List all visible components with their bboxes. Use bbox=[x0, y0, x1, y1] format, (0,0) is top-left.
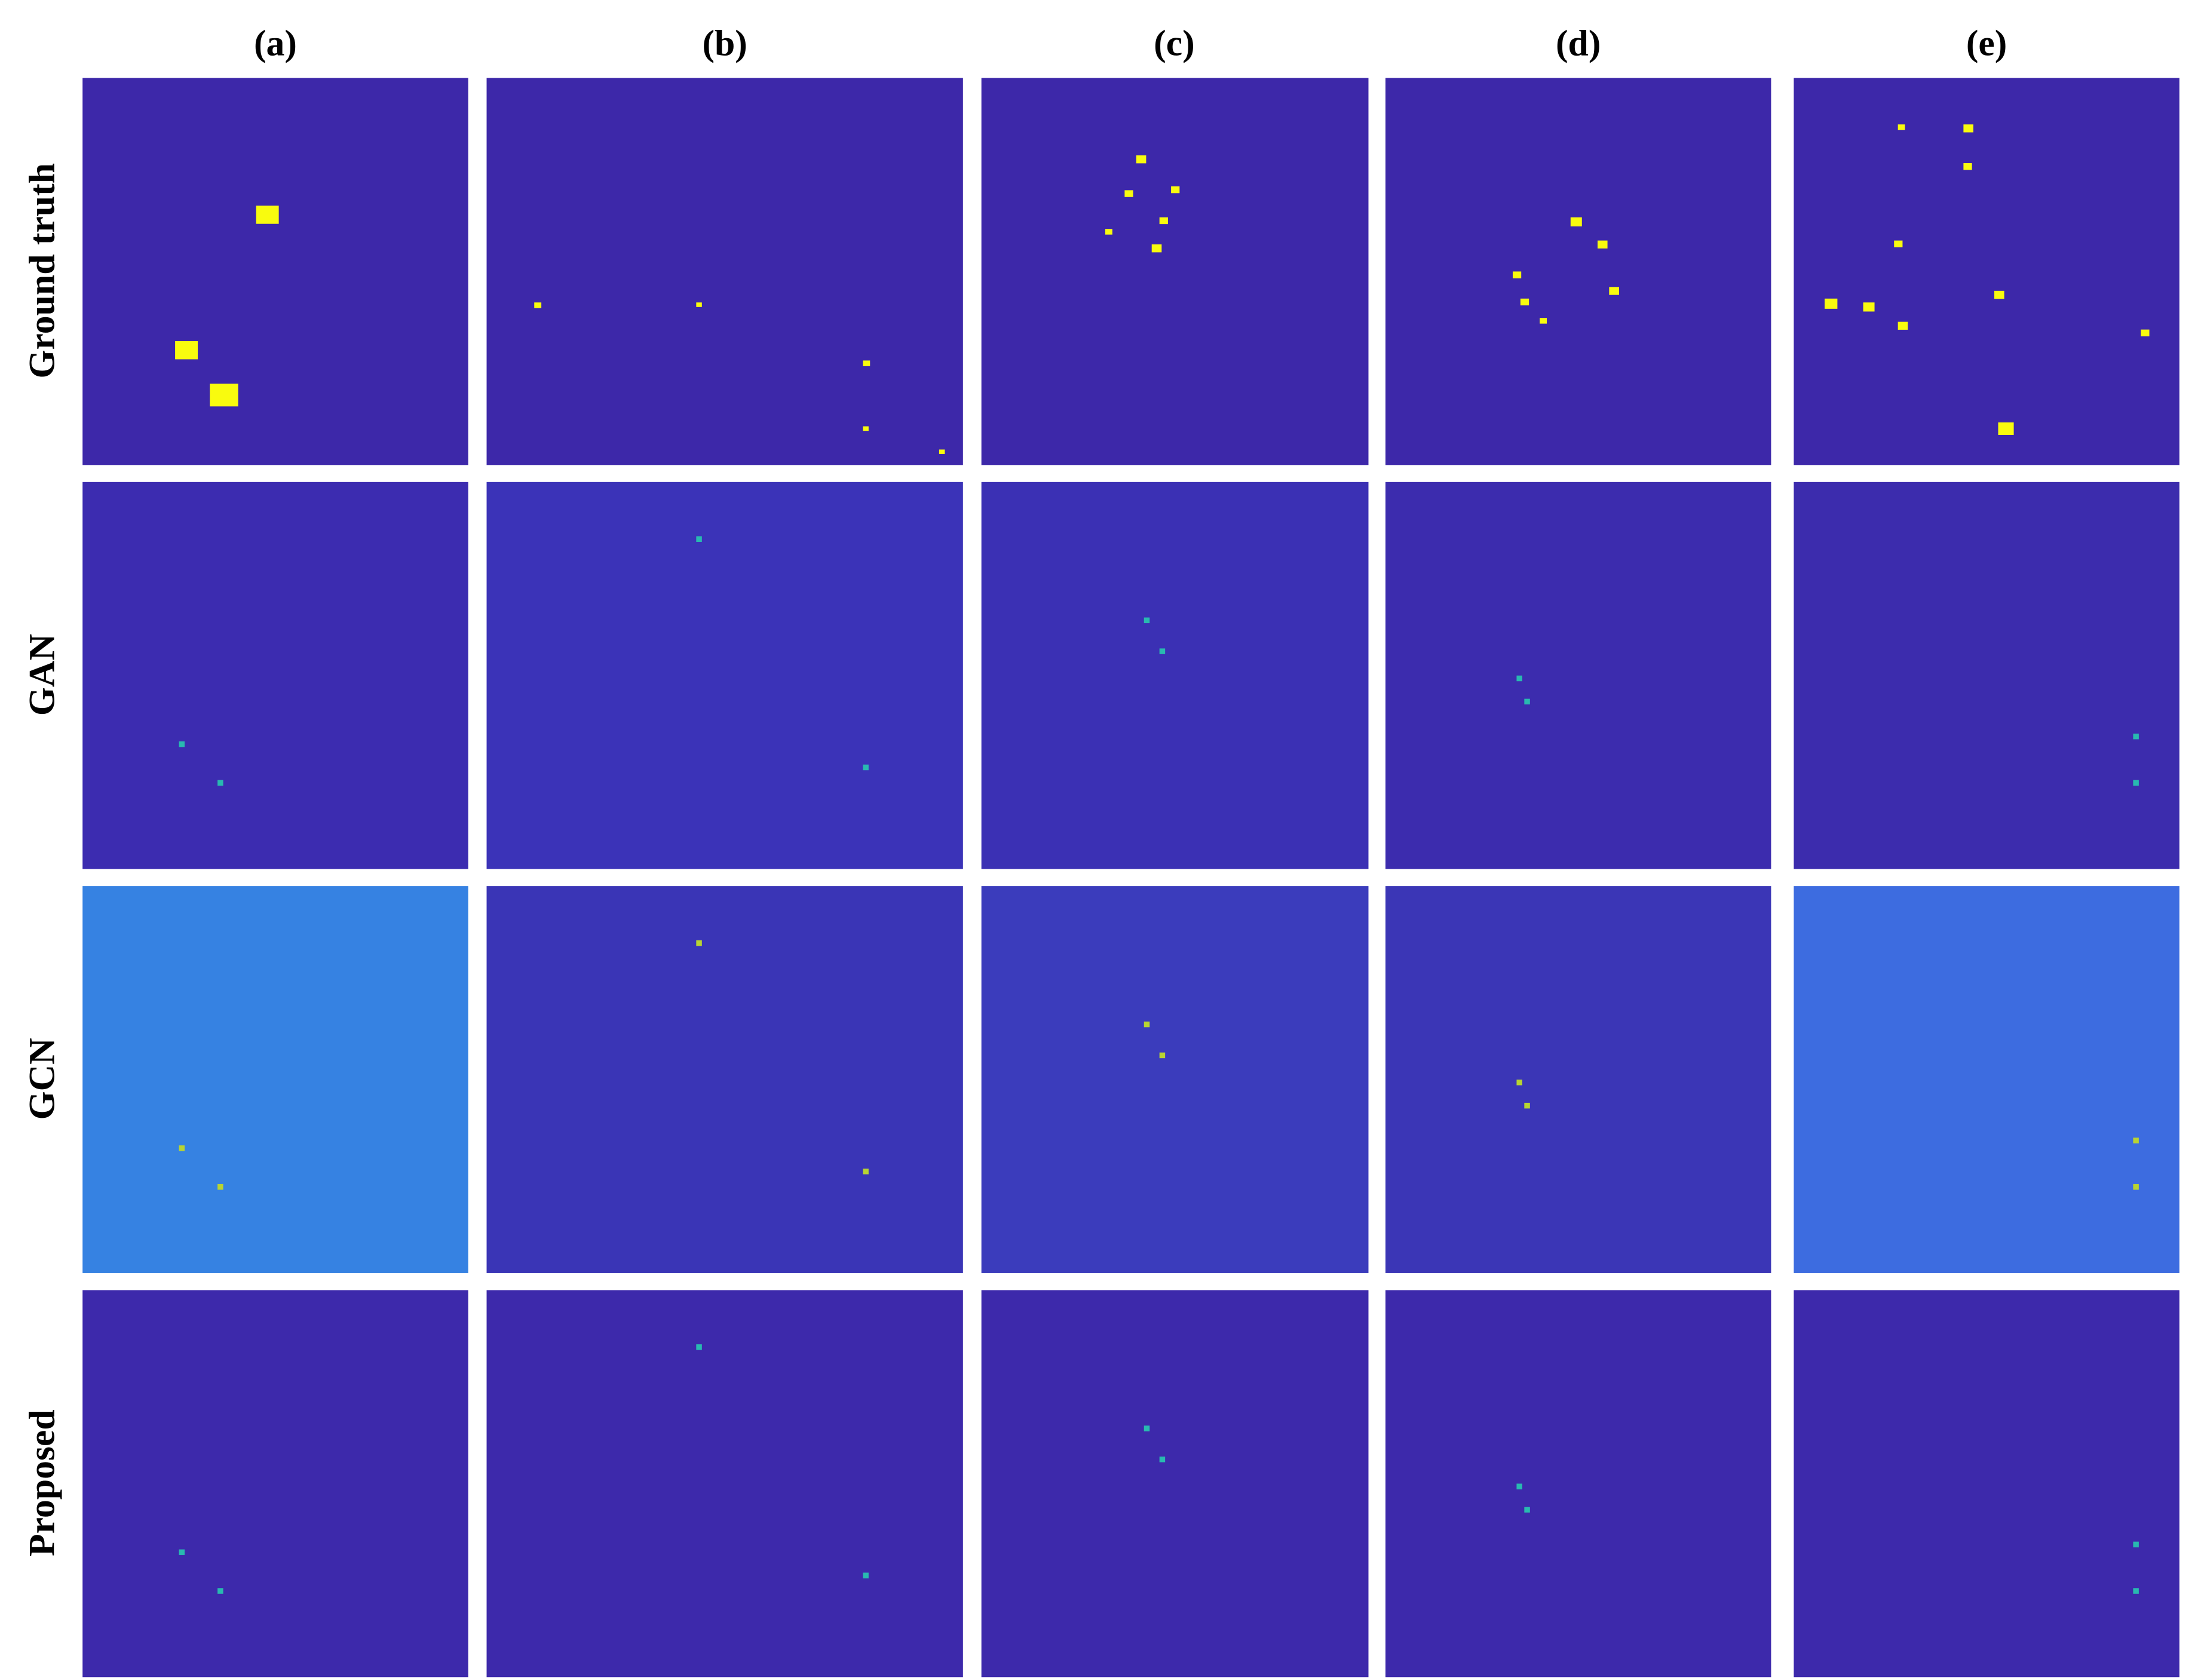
target-blob bbox=[1151, 244, 1162, 253]
result-map bbox=[981, 78, 1369, 465]
detection-spot bbox=[1516, 1080, 1522, 1086]
target-blob bbox=[1124, 190, 1133, 197]
result-map bbox=[82, 1290, 468, 1678]
result-map bbox=[486, 886, 963, 1273]
detection-spot bbox=[2133, 780, 2139, 786]
target-blob bbox=[1897, 124, 1905, 130]
detection-spot bbox=[1144, 617, 1150, 624]
target-blob bbox=[1863, 302, 1875, 312]
detection-spot bbox=[696, 536, 702, 542]
target-blob bbox=[1597, 240, 1608, 249]
detection-spot bbox=[2133, 733, 2139, 740]
detection-spot bbox=[1144, 1021, 1150, 1028]
target-blob bbox=[1105, 229, 1112, 235]
target-blob bbox=[1570, 217, 1582, 226]
detection-spot bbox=[1516, 1483, 1522, 1489]
result-map bbox=[981, 1290, 1369, 1678]
target-blob bbox=[1963, 163, 1972, 170]
target-blob bbox=[696, 302, 702, 307]
detection-spot bbox=[217, 1588, 223, 1594]
target-blob bbox=[2141, 329, 2150, 336]
target-blob bbox=[863, 360, 870, 366]
result-map bbox=[486, 482, 963, 869]
column-label: (e) bbox=[1966, 23, 2007, 63]
detection-spot bbox=[179, 741, 185, 747]
target-blob bbox=[256, 206, 279, 224]
row-label: GCN bbox=[22, 1038, 63, 1120]
detection-spot bbox=[217, 1184, 223, 1190]
detection-spot bbox=[2133, 1541, 2139, 1548]
result-map bbox=[981, 482, 1369, 869]
row-label: Ground truth bbox=[22, 163, 63, 379]
detection-spot bbox=[1159, 1456, 1166, 1463]
result-map bbox=[486, 78, 963, 465]
target-blob bbox=[1894, 240, 1903, 247]
detection-spot bbox=[2133, 1184, 2139, 1190]
target-blob bbox=[1512, 271, 1522, 278]
result-map bbox=[1794, 482, 2179, 869]
detection-spot bbox=[217, 780, 223, 786]
target-blob bbox=[1136, 155, 1147, 164]
detection-spot bbox=[1524, 1102, 1530, 1109]
target-blob bbox=[210, 384, 238, 407]
result-map bbox=[981, 886, 1369, 1273]
detection-spot bbox=[863, 1169, 869, 1175]
column-label: (a) bbox=[254, 23, 297, 63]
target-blob bbox=[863, 426, 869, 431]
target-blob bbox=[1520, 298, 1529, 306]
target-blob bbox=[1159, 217, 1168, 225]
target-blob bbox=[1609, 287, 1619, 295]
target-blob bbox=[175, 341, 198, 360]
detection-spot bbox=[863, 1572, 869, 1578]
result-map bbox=[82, 482, 468, 869]
target-blob bbox=[1998, 422, 2014, 435]
result-map bbox=[1794, 78, 2179, 465]
detection-spot bbox=[863, 764, 869, 771]
detection-spot bbox=[696, 1344, 702, 1350]
result-map bbox=[82, 886, 468, 1273]
detection-spot bbox=[1524, 698, 1530, 705]
result-map bbox=[82, 78, 468, 465]
target-blob bbox=[1897, 321, 1908, 330]
target-blob bbox=[1171, 186, 1180, 194]
target-blob bbox=[1540, 318, 1547, 324]
detection-spot bbox=[179, 1549, 185, 1555]
target-blob bbox=[939, 449, 945, 455]
result-map bbox=[1794, 886, 2179, 1273]
result-map bbox=[1385, 78, 1771, 465]
target-blob bbox=[1963, 124, 1974, 133]
row-label: GAN bbox=[22, 634, 63, 716]
result-map bbox=[486, 1290, 963, 1678]
detection-spot bbox=[2133, 1588, 2139, 1594]
result-map bbox=[1385, 886, 1771, 1273]
detection-spot bbox=[179, 1145, 185, 1151]
column-label: (d) bbox=[1556, 23, 1601, 63]
target-blob bbox=[1994, 290, 2004, 299]
detection-spot bbox=[1144, 1425, 1150, 1431]
row-label: Proposed bbox=[22, 1409, 63, 1556]
detection-spot bbox=[696, 940, 702, 946]
detection-spot bbox=[1516, 675, 1522, 682]
result-map bbox=[1385, 482, 1771, 869]
result-map bbox=[1794, 1290, 2179, 1678]
column-label: (c) bbox=[1154, 23, 1194, 63]
detection-spot bbox=[1159, 1052, 1166, 1059]
detection-spot bbox=[2133, 1138, 2139, 1143]
column-label: (b) bbox=[702, 23, 747, 63]
detection-spot bbox=[1159, 648, 1166, 654]
target-blob bbox=[534, 302, 542, 308]
target-blob bbox=[1825, 298, 1838, 309]
detection-spot bbox=[1524, 1507, 1530, 1513]
result-map bbox=[1385, 1290, 1771, 1678]
